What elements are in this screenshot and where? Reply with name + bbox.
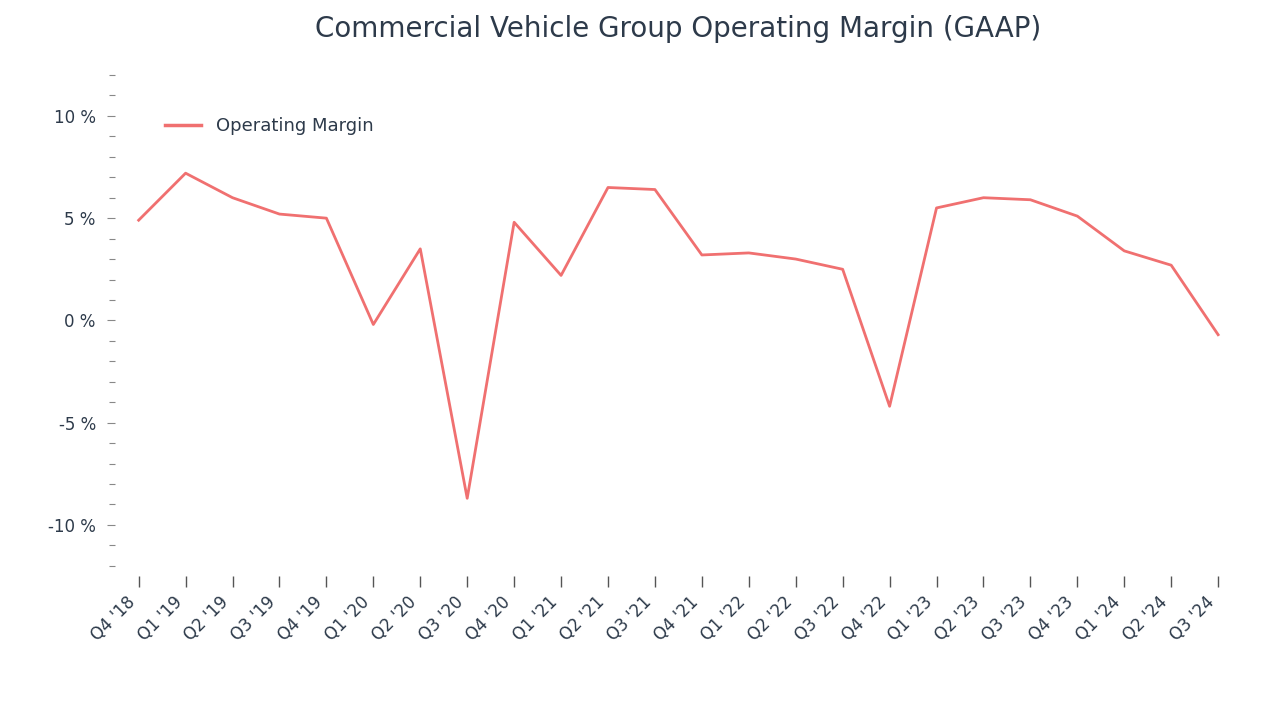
Title: Commercial Vehicle Group Operating Margin (GAAP): Commercial Vehicle Group Operating Margi… — [315, 15, 1042, 43]
Legend: Operating Margin: Operating Margin — [157, 109, 380, 142]
